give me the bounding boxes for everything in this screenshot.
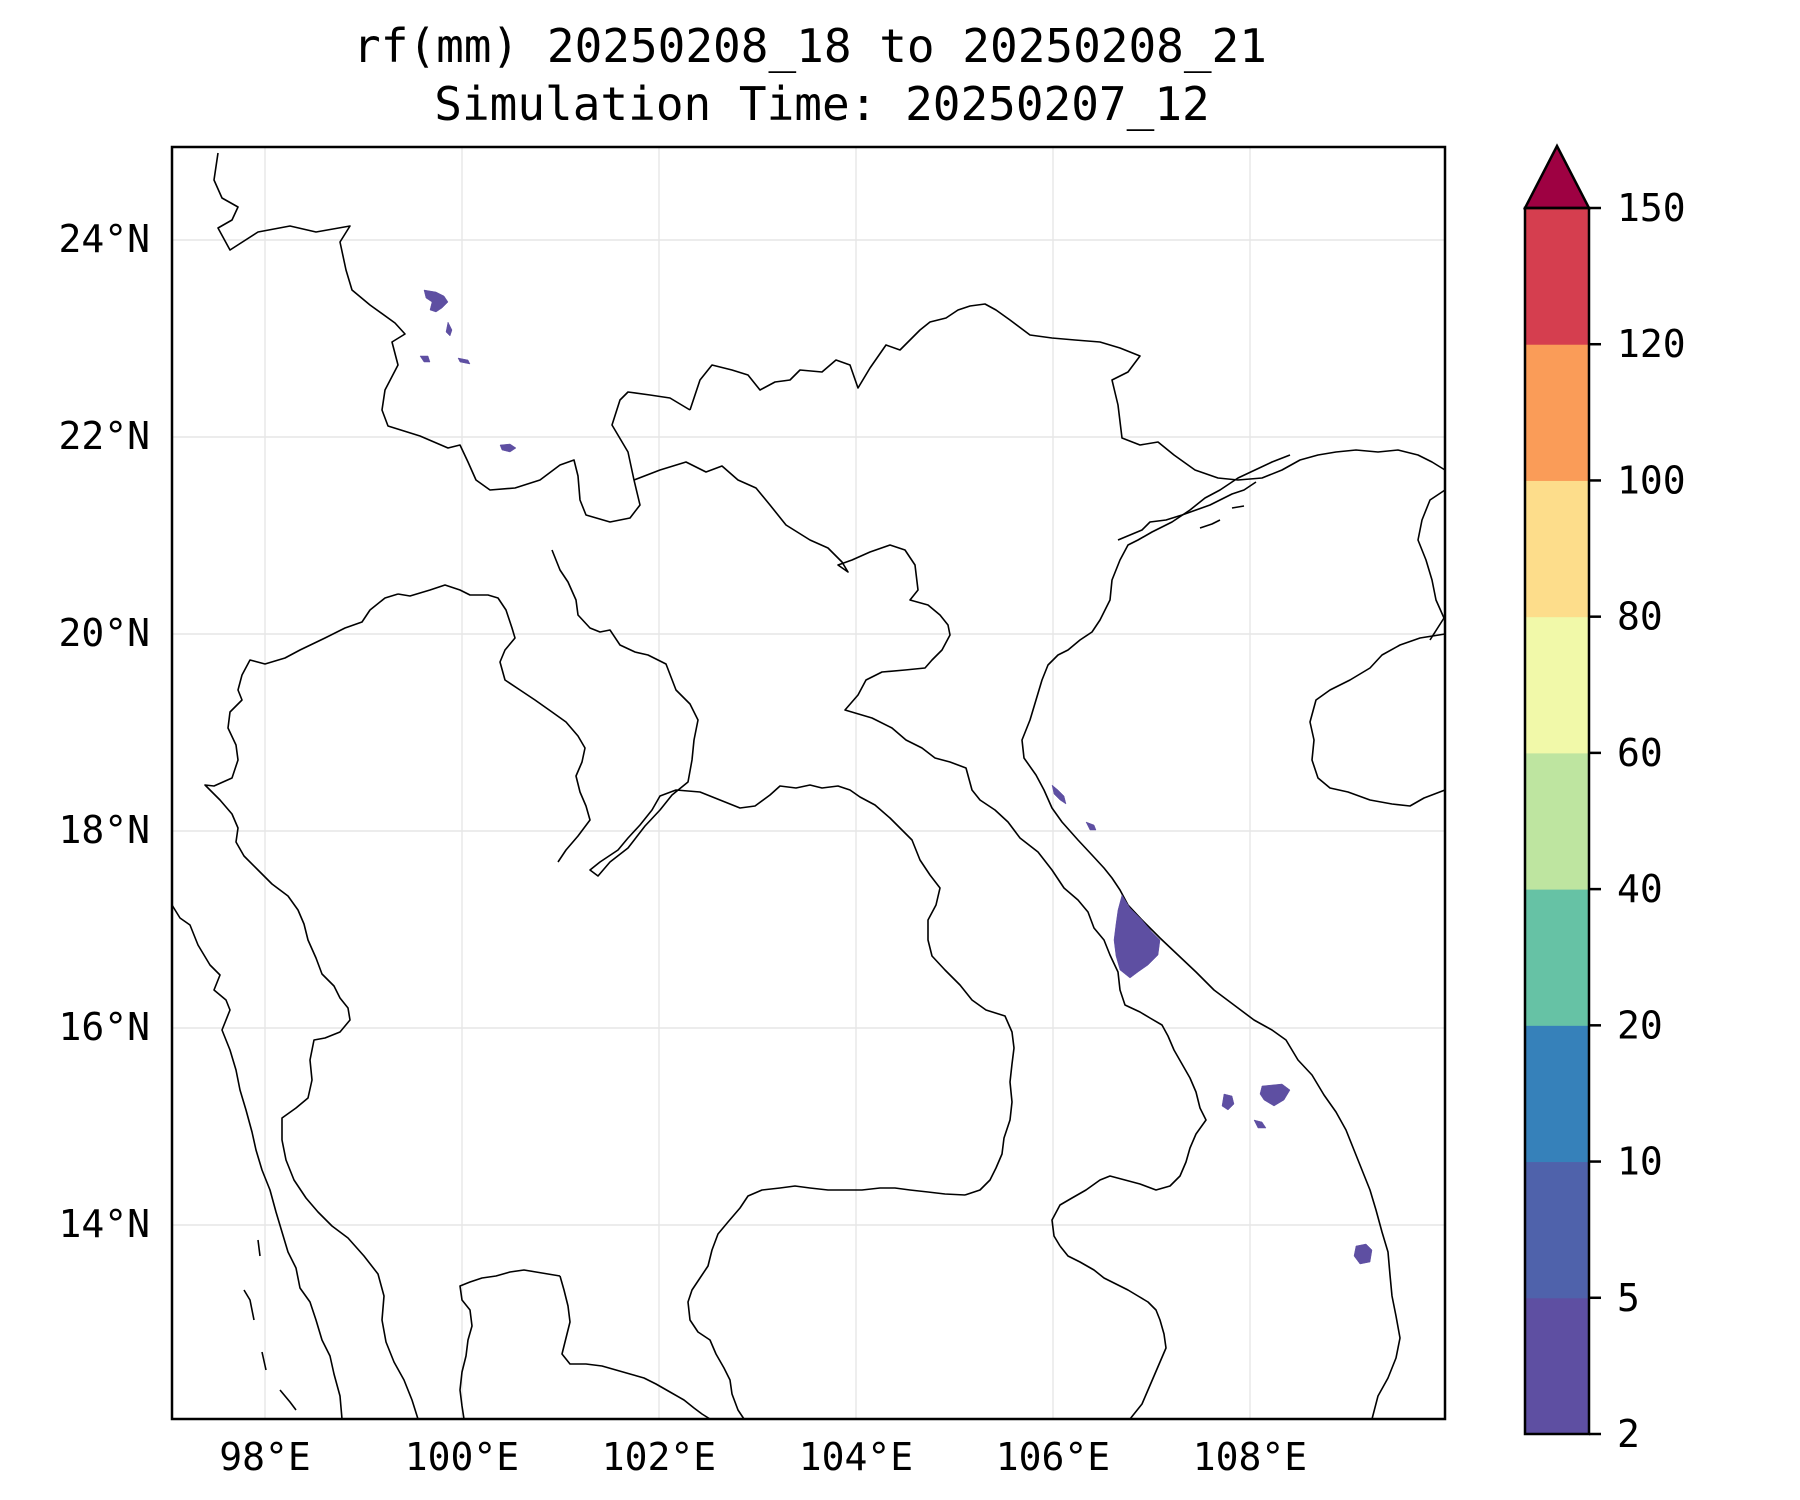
- x-tick-label: 98°E: [219, 1435, 311, 1479]
- rain-patch-north-3: [419, 355, 431, 363]
- x-tick-label: 100°E: [405, 1435, 519, 1479]
- border-laos-vietnam: [633, 461, 1207, 1247]
- y-tick-label: 22°N: [58, 414, 150, 458]
- x-tick-label: 104°E: [799, 1435, 913, 1479]
- rain-patch-south-2: [1259, 1083, 1291, 1107]
- colorbar-extend-triangle: [1522, 143, 1592, 210]
- colorbar-tick-label: 100: [1617, 458, 1686, 502]
- colorbar-bin: [1525, 1025, 1589, 1163]
- colorbar-bin: [1525, 616, 1589, 754]
- colorbar-bin: [1525, 344, 1589, 481]
- border-thailand-myanmar: [397, 584, 591, 863]
- colorbar-bin: [1525, 1297, 1589, 1435]
- map-panel: [170, 145, 1447, 1421]
- map-frame: [170, 145, 1447, 1421]
- rain-patch-central: [1113, 894, 1161, 979]
- rain-patch-north-4: [457, 357, 471, 365]
- colorbar-bin: [1525, 889, 1589, 1026]
- border-myanmar-china: [213, 152, 691, 523]
- coast-halong-islands: [1117, 481, 1257, 541]
- y-tick-label: 14°N: [58, 1202, 150, 1246]
- x-tick-label: 102°E: [602, 1435, 716, 1479]
- rain-patch-north-5: [499, 443, 517, 453]
- border-cambodia: [1059, 1245, 1167, 1420]
- rain-patch-coast-1: [1051, 784, 1067, 805]
- coast-hainan: [1309, 633, 1446, 807]
- colorbar-bin: [1525, 480, 1589, 618]
- colorbar-tick-label: 120: [1617, 322, 1686, 366]
- colorbar-tick-label: 20: [1617, 1003, 1663, 1047]
- rain-patch-north-1: [423, 289, 449, 313]
- coast-myanmar-west: [171, 904, 343, 1420]
- border-thailand-laos: [551, 549, 1015, 1196]
- rain-patch-south-3: [1253, 1119, 1267, 1129]
- y-tick-label: 20°N: [58, 611, 150, 655]
- border-thailand-cambodia: [687, 1185, 966, 1420]
- coast-gulf-of-thailand-east: [559, 1275, 711, 1420]
- rain-patch-coast-2: [1085, 821, 1097, 831]
- colorbar-bin: [1525, 1161, 1589, 1299]
- rainfall-patches: [419, 289, 1373, 1265]
- border-north-vietnam-china: [689, 303, 1446, 481]
- colorbar-tick-label: 60: [1617, 731, 1663, 775]
- coast-tonkin-gulf: [1021, 454, 1401, 1420]
- y-tick-label: 18°N: [58, 808, 150, 852]
- x-axis: 98°E 100°E 102°E 104°E 106°E 108°E: [219, 1435, 1307, 1479]
- colorbar: 2 5 10 20 40 60 80 100 120 150: [1522, 143, 1686, 1456]
- rain-patch-south-1: [1221, 1093, 1235, 1111]
- x-tick-label: 108°E: [1193, 1435, 1307, 1479]
- coast-gulf-of-thailand: [459, 1269, 561, 1420]
- colorbar-tick-label: 2: [1617, 1412, 1640, 1456]
- rain-patch-north-2: [445, 321, 453, 337]
- coast-vietnam-east: [1417, 489, 1446, 641]
- x-tick-label: 106°E: [996, 1435, 1110, 1479]
- map-subtitle: Simulation Time: 20250207_12: [434, 77, 1209, 131]
- colorbar-bin: [1525, 752, 1589, 890]
- map-title: rf(mm) 20250208_18 to 20250208_21: [353, 19, 1267, 73]
- colorbar-tick-label: 40: [1617, 867, 1663, 911]
- coastlines-and-borders: [171, 152, 1446, 1420]
- colorbar-tick-label: 80: [1617, 595, 1663, 639]
- coast-andaman-islands: [243, 1239, 297, 1411]
- colorbar-tick-label: 5: [1617, 1276, 1640, 1320]
- y-axis: 24°N 22°N 20°N 18°N 16°N 14°N: [58, 217, 150, 1246]
- border-myanmar-thailand-south: [204, 593, 419, 1420]
- y-tick-label: 24°N: [58, 217, 150, 261]
- colorbar-tick-label: 150: [1617, 186, 1686, 230]
- y-tick-label: 16°N: [58, 1005, 150, 1049]
- rain-patch-south-4: [1353, 1243, 1373, 1265]
- colorbar-tick-label: 10: [1617, 1140, 1663, 1184]
- colorbar-bin: [1525, 208, 1589, 345]
- colorbar-frame: [1523, 206, 1591, 1436]
- map-background: [172, 147, 1445, 1419]
